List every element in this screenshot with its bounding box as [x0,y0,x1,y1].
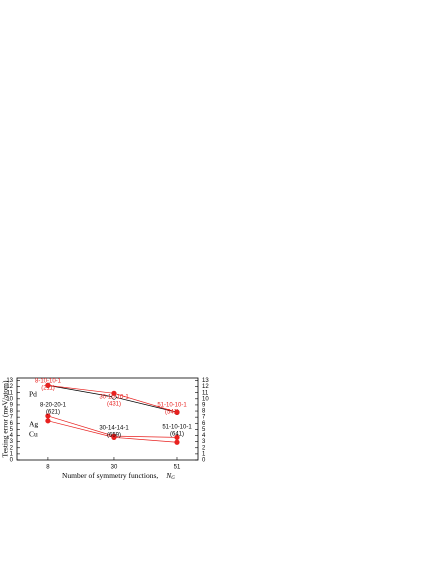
y-tick-label: 8 [10,409,14,415]
annotation: 51-10-10-1 [157,403,187,409]
annotation: 8-10-10-1 [35,379,62,385]
x-axis-label: Number of symmetry functions, NG [62,471,175,481]
y-tick-label: 5 [10,427,14,433]
x-tick-label: 8 [46,465,50,471]
y2-tick-label: 1 [202,451,206,457]
y2-tick-label: 4 [202,433,206,439]
annotation: 30-10-10-1 [99,395,129,401]
annotation: (641) [170,432,184,438]
x-tick-label: 30 [111,465,118,471]
y2-tick-label: 9 [202,403,206,409]
y-tick-label: 0 [10,458,14,464]
y2-tick-label: 0 [202,458,206,464]
plot-frame [16,377,199,461]
series-label: Pd [29,390,37,399]
annotation: 51-10-10-1 [162,425,192,431]
x-axis-label-symbol: N [165,471,172,480]
annotation: (431) [107,402,121,408]
y2-tick-label: 2 [202,445,206,451]
annotation: (211) [41,386,55,392]
series-label: Ag [29,420,38,429]
data-point [174,439,180,445]
y2-tick-label: 6 [202,421,206,427]
x-axis-label-subscript: G [171,476,175,481]
y2-tick-label: 13 [202,378,209,384]
y2-tick-label: 11 [202,390,209,396]
y2-tick-label: 10 [202,396,209,402]
y-tick-label: 10 [6,396,13,402]
annotation: (659) [107,433,121,439]
annotation: (621) [46,410,60,416]
y2-tick-label: 3 [202,439,206,445]
y-tick-label: 12 [6,384,13,390]
y-axis-label: Testing error (meV/atom) [1,380,10,457]
y2-tick-label: 8 [202,409,206,415]
y-tick-label: 13 [6,378,13,384]
y2-tick-label: 12 [202,384,209,390]
y-tick-label: 2 [10,445,14,451]
y-tick-label: 9 [10,403,14,409]
y-tick-label: 7 [10,415,14,421]
y2-tick-label: 7 [202,415,206,421]
data-point [111,434,117,440]
y2-tick-label: 5 [202,427,206,433]
annotation: (541) [165,410,179,416]
data-point [111,390,117,396]
annotation: 8-20-20-1 [40,403,67,409]
x-tick-label: 51 [174,465,181,471]
series-label: Cu [29,430,38,439]
y-tick-label: 4 [10,433,14,439]
data-point [45,382,51,388]
annotation: 30-14-14-1 [99,426,129,432]
data-point [174,409,180,415]
y-tick-label: 6 [10,421,14,427]
y-tick-label: 11 [7,390,14,396]
data-point [45,418,51,424]
x-axis-label-text: Number of symmetry functions, [62,471,158,480]
y-tick-label: 1 [10,451,14,457]
y-tick-label: 3 [10,439,14,445]
